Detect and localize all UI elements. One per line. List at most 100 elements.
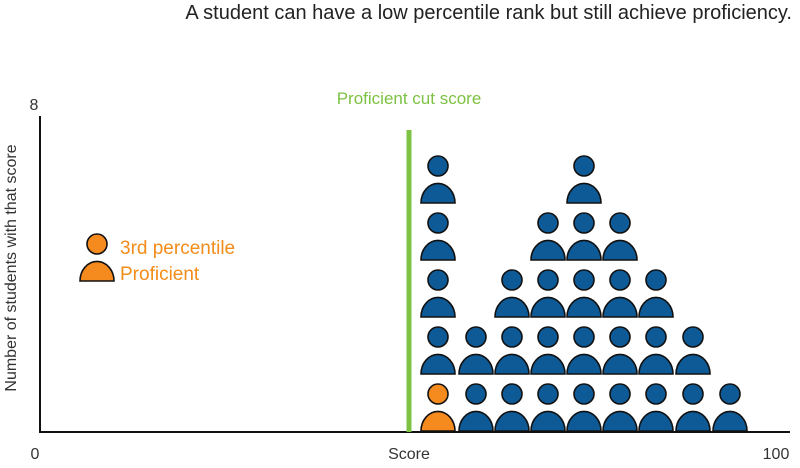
person-body: [458, 353, 494, 375]
person-body: [530, 353, 566, 375]
person-body: [420, 410, 456, 432]
person-body: [602, 353, 638, 375]
student-marker: [530, 269, 566, 318]
person-head: [719, 383, 741, 405]
person-head: [537, 326, 559, 348]
x-tick-label: 100: [763, 446, 790, 463]
person-head: [573, 212, 595, 234]
person-head: [645, 383, 667, 405]
student-marker: [566, 326, 602, 375]
person-head: [645, 326, 667, 348]
person-head: [427, 326, 449, 348]
person-body: [420, 182, 456, 204]
person-head: [609, 212, 631, 234]
person-body: [566, 182, 602, 204]
person-head: [645, 269, 667, 291]
student-marker: [530, 383, 566, 432]
person-head: [86, 233, 108, 255]
person-head: [573, 155, 595, 177]
chart-title: A student can have a low percentile rank…: [185, 2, 792, 24]
student-marker: [566, 155, 602, 204]
student-marker: [566, 212, 602, 261]
person-body: [566, 410, 602, 432]
person-body: [530, 410, 566, 432]
cut-score-group: Proficient cut score: [337, 89, 482, 432]
person-head: [427, 269, 449, 291]
person-head: [609, 269, 631, 291]
student-marker: [420, 212, 456, 261]
student-marker: [420, 269, 456, 318]
person-body: [566, 353, 602, 375]
person-body: [494, 353, 530, 375]
student-marker: [566, 383, 602, 432]
person-body: [602, 296, 638, 318]
student-marker: [530, 326, 566, 375]
person-head: [609, 326, 631, 348]
student-marker: [494, 383, 530, 432]
legend-text-line: Proficient: [120, 264, 200, 285]
student-marker: [420, 155, 456, 204]
person-head: [501, 269, 523, 291]
student-marker: [494, 269, 530, 318]
highlighted-student-marker: [420, 383, 456, 432]
student-markers: [420, 155, 748, 432]
person-head: [427, 212, 449, 234]
person-body: [638, 353, 674, 375]
person-head: [682, 326, 704, 348]
person-body: [530, 296, 566, 318]
student-marker: [712, 383, 748, 432]
y-axis-label: Number of students with that score: [3, 144, 20, 391]
student-marker: [602, 269, 638, 318]
x-axis-label: Score: [388, 446, 430, 463]
person-head: [537, 383, 559, 405]
student-marker: [638, 383, 674, 432]
person-body: [494, 296, 530, 318]
person-body: [458, 410, 494, 432]
person-head: [573, 269, 595, 291]
person-body: [494, 410, 530, 432]
person-body: [602, 239, 638, 261]
person-head: [573, 383, 595, 405]
person-body: [566, 239, 602, 261]
person-body: [675, 353, 711, 375]
person-body: [530, 239, 566, 261]
person-head: [501, 383, 523, 405]
person-body: [675, 410, 711, 432]
axes: 8 0 100 Score Number of students with that s…: [3, 97, 790, 463]
student-marker: [530, 212, 566, 261]
student-marker: [602, 326, 638, 375]
student-marker: [638, 326, 674, 375]
person-head: [682, 383, 704, 405]
student-marker: [675, 383, 711, 432]
student-marker: [638, 269, 674, 318]
cut-score-label: Proficient cut score: [337, 89, 482, 108]
legend-text-line: 3rd percentile: [120, 238, 235, 259]
person-body: [420, 239, 456, 261]
person-body: [638, 296, 674, 318]
student-marker: [420, 326, 456, 375]
person-head: [537, 269, 559, 291]
person-body: [420, 296, 456, 318]
person-head: [609, 383, 631, 405]
student-marker: [602, 383, 638, 432]
person-body: [79, 260, 115, 282]
person-body: [420, 353, 456, 375]
student-marker: [458, 326, 494, 375]
student-marker: [602, 212, 638, 261]
person-head: [501, 326, 523, 348]
person-head: [427, 155, 449, 177]
legend-marker: [79, 233, 115, 282]
y-tick-label: 8: [30, 97, 39, 114]
student-marker: [566, 269, 602, 318]
person-body: [638, 410, 674, 432]
person-head: [465, 326, 487, 348]
legend: 3rd percentile Proficient: [79, 233, 235, 285]
person-body: [566, 296, 602, 318]
student-marker: [675, 326, 711, 375]
person-head: [573, 326, 595, 348]
person-head: [465, 383, 487, 405]
person-body: [712, 410, 748, 432]
person-head: [427, 383, 449, 405]
